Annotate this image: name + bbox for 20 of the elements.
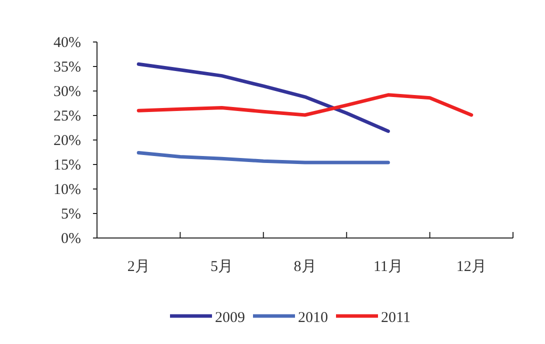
y-tick-label: 0% (61, 231, 81, 247)
x-tick-label: 12月 (456, 259, 486, 275)
y-tick-label: 15% (54, 158, 81, 174)
line-series (136, 62, 390, 133)
legend-label: 2010 (298, 310, 328, 326)
y-tick-label: 10% (54, 182, 81, 198)
line-series (136, 150, 390, 164)
y-tick-label: 35% (54, 60, 81, 76)
x-tick-label: 8月 (294, 259, 316, 275)
x-tick-label: 5月 (210, 259, 234, 275)
line-series (136, 93, 474, 117)
y-tick-label: 25% (54, 108, 81, 124)
y-tick-label: 20% (54, 133, 81, 149)
y-tick-label: 5% (61, 206, 81, 222)
legend-label: 2011 (381, 310, 410, 326)
y-tick-label: 40% (54, 35, 81, 51)
y-tick-label: 30% (54, 84, 81, 100)
legend-label: 2009 (215, 310, 245, 326)
x-tick-label: 2月 (127, 259, 150, 275)
x-tick-label: 11月 (373, 259, 403, 275)
